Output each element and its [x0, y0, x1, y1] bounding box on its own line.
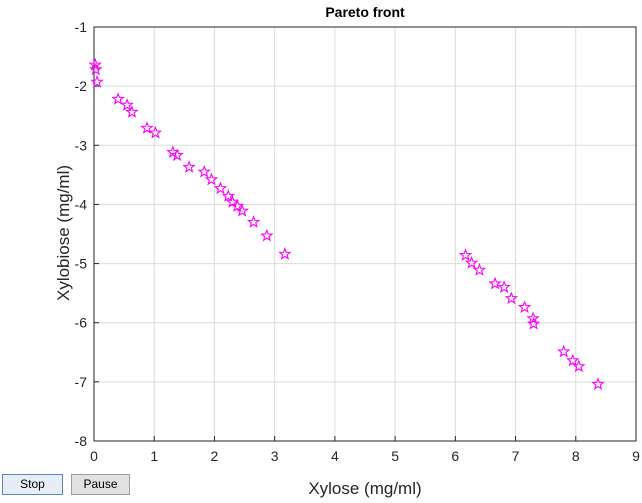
pareto-point	[125, 105, 139, 118]
x-tick-label: 3	[271, 448, 279, 464]
y-axis-label: Xylobiose (mg/ml)	[54, 165, 73, 301]
pareto-point	[90, 74, 104, 88]
pareto-point	[556, 344, 571, 358]
y-tick-label: -7	[75, 374, 88, 390]
y-tick-label: -8	[75, 433, 88, 449]
y-tick-label: -6	[75, 315, 88, 331]
pareto-point	[488, 276, 502, 290]
y-tick-label: -4	[75, 196, 88, 212]
x-axis-label: Xylose (mg/ml)	[308, 479, 421, 498]
axes-box	[93, 26, 637, 442]
pareto-point	[111, 92, 125, 105]
axis-ticks: 0 1 2 3 4 5 6 7 8 9 -8 -7 -6 -5 -4 -3 -2 -1	[75, 19, 641, 464]
pareto-point	[591, 377, 605, 390]
pareto-point	[572, 359, 586, 373]
pareto-point	[464, 255, 479, 269]
x-tick-label: 9	[632, 448, 640, 464]
pareto-point	[221, 189, 236, 202]
pareto-point	[566, 353, 580, 367]
x-tick-label: 4	[331, 448, 339, 464]
pareto-point	[504, 291, 519, 305]
y-tick-label: -2	[75, 78, 88, 94]
pareto-point	[260, 228, 274, 242]
pareto-point	[140, 121, 154, 134]
pareto-point	[278, 247, 292, 260]
y-tick-label: -3	[75, 137, 88, 153]
pareto-point	[197, 164, 211, 178]
chart-title: Pareto front	[325, 4, 405, 20]
pareto-point	[458, 248, 473, 262]
pareto-point	[235, 203, 249, 217]
pareto-point	[182, 160, 196, 173]
pause-button[interactable]: Pause	[71, 474, 130, 495]
y-tick-label: -5	[75, 256, 88, 272]
pareto-point	[472, 262, 487, 276]
x-tick-label: 6	[451, 448, 459, 464]
x-tick-label: 7	[512, 448, 520, 464]
pareto-point	[89, 62, 103, 76]
pareto-point	[204, 172, 219, 186]
x-tick-label: 0	[90, 448, 98, 464]
grid-lines	[93, 26, 637, 442]
x-tick-label: 8	[572, 448, 580, 464]
pareto-point	[170, 148, 184, 162]
stop-button[interactable]: Stop	[2, 474, 63, 495]
data-points	[88, 57, 605, 390]
x-tick-label: 2	[211, 448, 219, 464]
pareto-point	[230, 199, 245, 212]
pareto-point	[213, 181, 228, 195]
x-tick-label: 1	[150, 448, 158, 464]
pareto-point	[246, 215, 261, 228]
pareto-point	[517, 300, 532, 314]
y-tick-label: -1	[75, 19, 88, 35]
pareto-point	[148, 125, 163, 139]
x-tick-label: 5	[391, 448, 399, 464]
pareto-point	[526, 316, 541, 330]
pareto-point	[120, 97, 134, 111]
pareto-point	[497, 280, 511, 293]
